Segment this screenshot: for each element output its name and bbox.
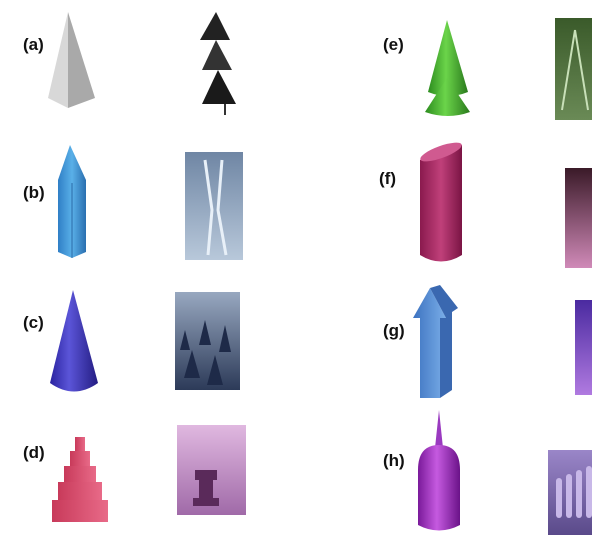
panel-label: (h) [383,451,405,470]
bullet-spike [418,410,460,531]
panel-label: (c) [23,313,44,332]
panel-label: (g) [383,321,405,340]
sem-detail [561,29,589,111]
sem-image-f [565,168,592,268]
panel-label: (f) [379,169,396,188]
sem-image-g [575,300,592,395]
panel-label: (d) [23,443,45,462]
sem-detail [180,320,231,385]
panel-label: (b) [23,183,45,202]
sem-detail [193,470,219,506]
panel-label: (e) [383,35,404,54]
hexagonal-prism [58,145,86,258]
panel-label: (a) [23,35,44,54]
sem-detail [203,159,228,256]
arrow-prism [413,285,458,398]
sem-detail [556,466,592,518]
slanted-cylinder [420,142,462,262]
cone [50,290,98,392]
sem-image-a [200,12,236,115]
double-cone [425,20,470,116]
stepped-pyramid [52,437,108,522]
sem-image-b [185,152,243,260]
pyramid [48,12,95,108]
